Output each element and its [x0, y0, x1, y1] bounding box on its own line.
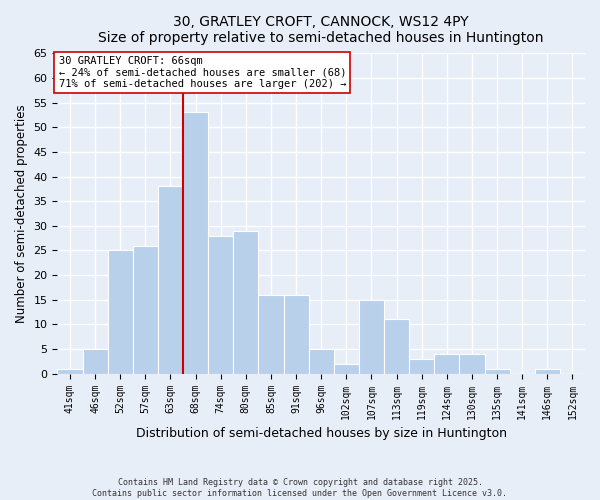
Bar — [208, 236, 233, 374]
Bar — [535, 369, 560, 374]
Bar — [460, 354, 485, 374]
Bar — [133, 246, 158, 374]
Bar — [434, 354, 460, 374]
Bar — [107, 250, 133, 374]
Bar — [308, 349, 334, 374]
Bar — [409, 359, 434, 374]
Bar — [334, 364, 359, 374]
Y-axis label: Number of semi-detached properties: Number of semi-detached properties — [15, 104, 28, 323]
Bar — [359, 300, 384, 374]
Text: 30 GRATLEY CROFT: 66sqm
← 24% of semi-detached houses are smaller (68)
71% of se: 30 GRATLEY CROFT: 66sqm ← 24% of semi-de… — [59, 56, 346, 89]
Bar — [158, 186, 183, 374]
Bar — [259, 295, 284, 374]
Bar — [485, 369, 509, 374]
X-axis label: Distribution of semi-detached houses by size in Huntington: Distribution of semi-detached houses by … — [136, 427, 507, 440]
Text: Contains HM Land Registry data © Crown copyright and database right 2025.
Contai: Contains HM Land Registry data © Crown c… — [92, 478, 508, 498]
Bar — [183, 112, 208, 374]
Title: 30, GRATLEY CROFT, CANNOCK, WS12 4PY
Size of property relative to semi-detached : 30, GRATLEY CROFT, CANNOCK, WS12 4PY Siz… — [98, 15, 544, 45]
Bar — [284, 295, 308, 374]
Bar — [83, 349, 107, 374]
Bar — [233, 231, 259, 374]
Bar — [384, 320, 409, 374]
Bar — [58, 369, 83, 374]
